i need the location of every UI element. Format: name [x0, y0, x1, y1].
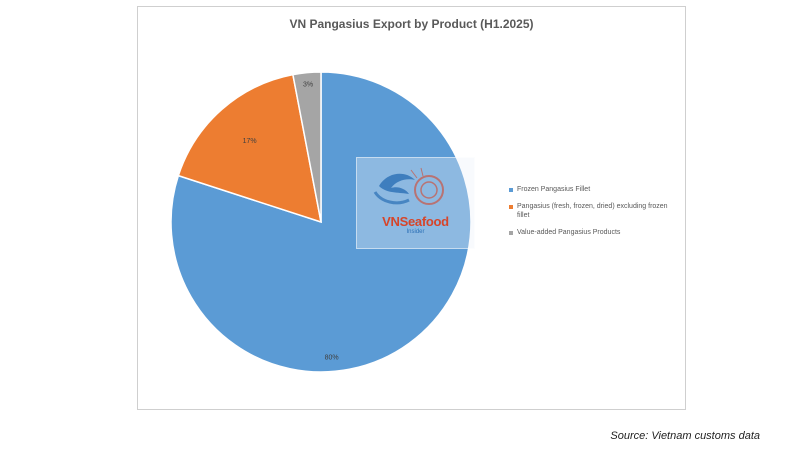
- pie-chart: 80% 17% 3%: [170, 71, 472, 373]
- chart-area: VN Pangasius Export by Product (H1.2025)…: [137, 6, 686, 410]
- legend-swatch-3: [509, 230, 513, 235]
- source-note: Source: Vietnam customs data: [610, 430, 760, 442]
- legend-label-1: Frozen Pangasius Fillet: [517, 186, 591, 193]
- legend-swatch-2: [509, 204, 513, 209]
- chart-title: VN Pangasius Export by Product (H1.2025): [289, 17, 534, 31]
- legend-label-3: Value-added Pangasius Products: [517, 229, 621, 236]
- legend-entry-1: Frozen Pangasius Fillet: [509, 185, 679, 194]
- legend-label-2: Pangasius (fresh, frozen, dried) excludi…: [517, 203, 668, 219]
- pie-slice-3: [292, 71, 322, 223]
- watermark-brand: VNSeafood: [382, 214, 449, 229]
- legend-swatch-1: [509, 187, 513, 192]
- legend: Frozen Pangasius Fillet Pangasius (fresh,…: [509, 185, 679, 245]
- legend-entry-2: Pangasius (fresh, frozen, dried) excludi…: [509, 202, 679, 220]
- legend-entry-3: Value-added Pangasius Products: [509, 228, 679, 237]
- slice-label-2: 17%: [243, 138, 257, 145]
- watermark-logo: VNSeafood Insider: [356, 157, 475, 249]
- watermark-subtitle: Insider: [406, 229, 425, 235]
- fish-shrimp-icon: [373, 167, 444, 205]
- pie-slice-2: [177, 73, 322, 224]
- slice-label-3: 3%: [303, 81, 313, 88]
- slice-label-1: 80%: [325, 354, 339, 361]
